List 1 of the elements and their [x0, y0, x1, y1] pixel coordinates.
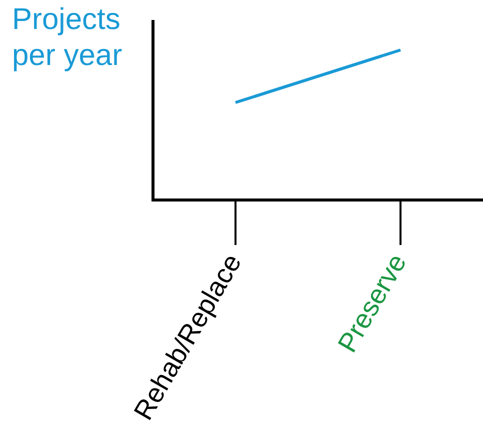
y-axis-title: Projects per year: [12, 2, 124, 74]
